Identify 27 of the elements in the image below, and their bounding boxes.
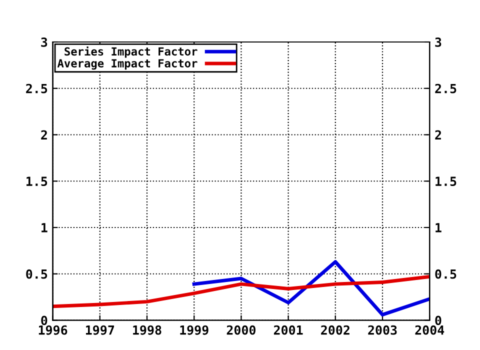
x-tick-label: 2000 [226,325,256,335]
x-tick-label: 1999 [180,325,208,335]
x-tick-label: 2001 [274,325,303,335]
y-tick-label: 2 [41,130,47,140]
line-series [192,260,430,316]
y2-tick-label: 1.5 [436,176,456,186]
x-tick-label: 2002 [321,325,350,335]
legend-label: Series Impact Factor [64,46,198,58]
y-tick-label: 2.5 [26,84,48,94]
y2-tick-label: 0.5 [435,269,456,279]
y2-tick-label: 1 [436,223,442,232]
y-tick-label: 0.5 [26,269,48,279]
x-tick-label: 1998 [133,325,162,335]
legend-label: Average Impact Factor [57,59,198,70]
y2-tick-label: 2 [435,130,441,140]
y-tick-label: 0 [41,316,48,326]
x-tick-label: 2004 [415,325,444,335]
y-tick-label: 3 [41,37,48,47]
x-tick-label: 1996 [38,325,68,335]
x-tick-label: 1997 [86,325,114,335]
y-tick-label: 1 [42,223,48,232]
y2-tick-label: 3 [435,37,442,47]
x-tick-label: 2003 [368,325,397,335]
line-series [52,274,430,308]
y2-tick-label: 0 [435,316,442,326]
y-tick-label: 1.5 [26,176,48,186]
y2-tick-label: 2.5 [435,84,456,94]
